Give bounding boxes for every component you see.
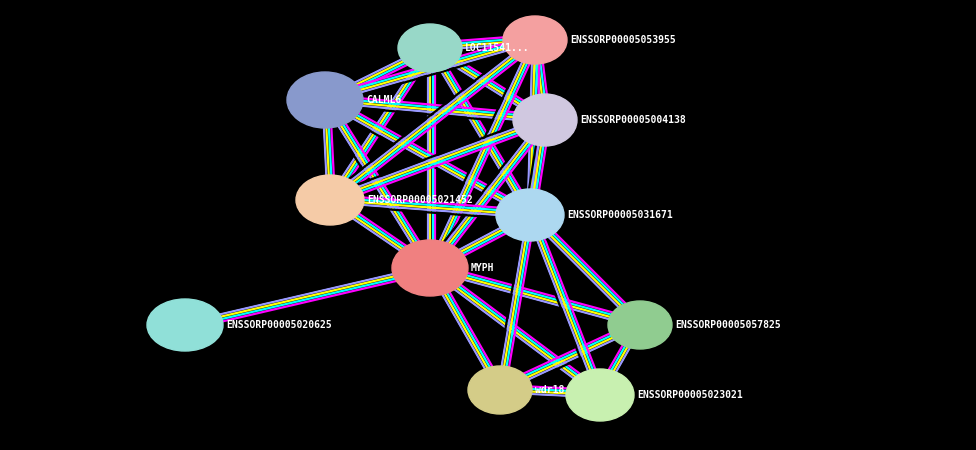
Ellipse shape	[608, 301, 672, 349]
Ellipse shape	[513, 94, 577, 146]
Text: ENSSORP00005021452: ENSSORP00005021452	[367, 195, 472, 205]
Text: MYPH: MYPH	[471, 263, 495, 273]
Ellipse shape	[287, 72, 363, 128]
Text: ENSSORP00005023021: ENSSORP00005023021	[637, 390, 743, 400]
Text: ENSSORP00005031671: ENSSORP00005031671	[567, 210, 672, 220]
Text: wdr18: wdr18	[535, 385, 564, 395]
Ellipse shape	[566, 369, 634, 421]
Ellipse shape	[398, 24, 462, 72]
Ellipse shape	[392, 240, 468, 296]
Text: ENSSORP00005020625: ENSSORP00005020625	[226, 320, 332, 330]
Ellipse shape	[296, 175, 364, 225]
Ellipse shape	[147, 299, 223, 351]
Ellipse shape	[468, 366, 532, 414]
Text: ENSSORP00005004138: ENSSORP00005004138	[580, 115, 686, 125]
Ellipse shape	[503, 16, 567, 64]
Text: ENSSORP00005057825: ENSSORP00005057825	[675, 320, 781, 330]
Text: LOC11541...: LOC11541...	[465, 43, 530, 53]
Text: CALML6: CALML6	[366, 95, 401, 105]
Ellipse shape	[496, 189, 564, 241]
Text: ENSSORP00005053955: ENSSORP00005053955	[570, 35, 675, 45]
